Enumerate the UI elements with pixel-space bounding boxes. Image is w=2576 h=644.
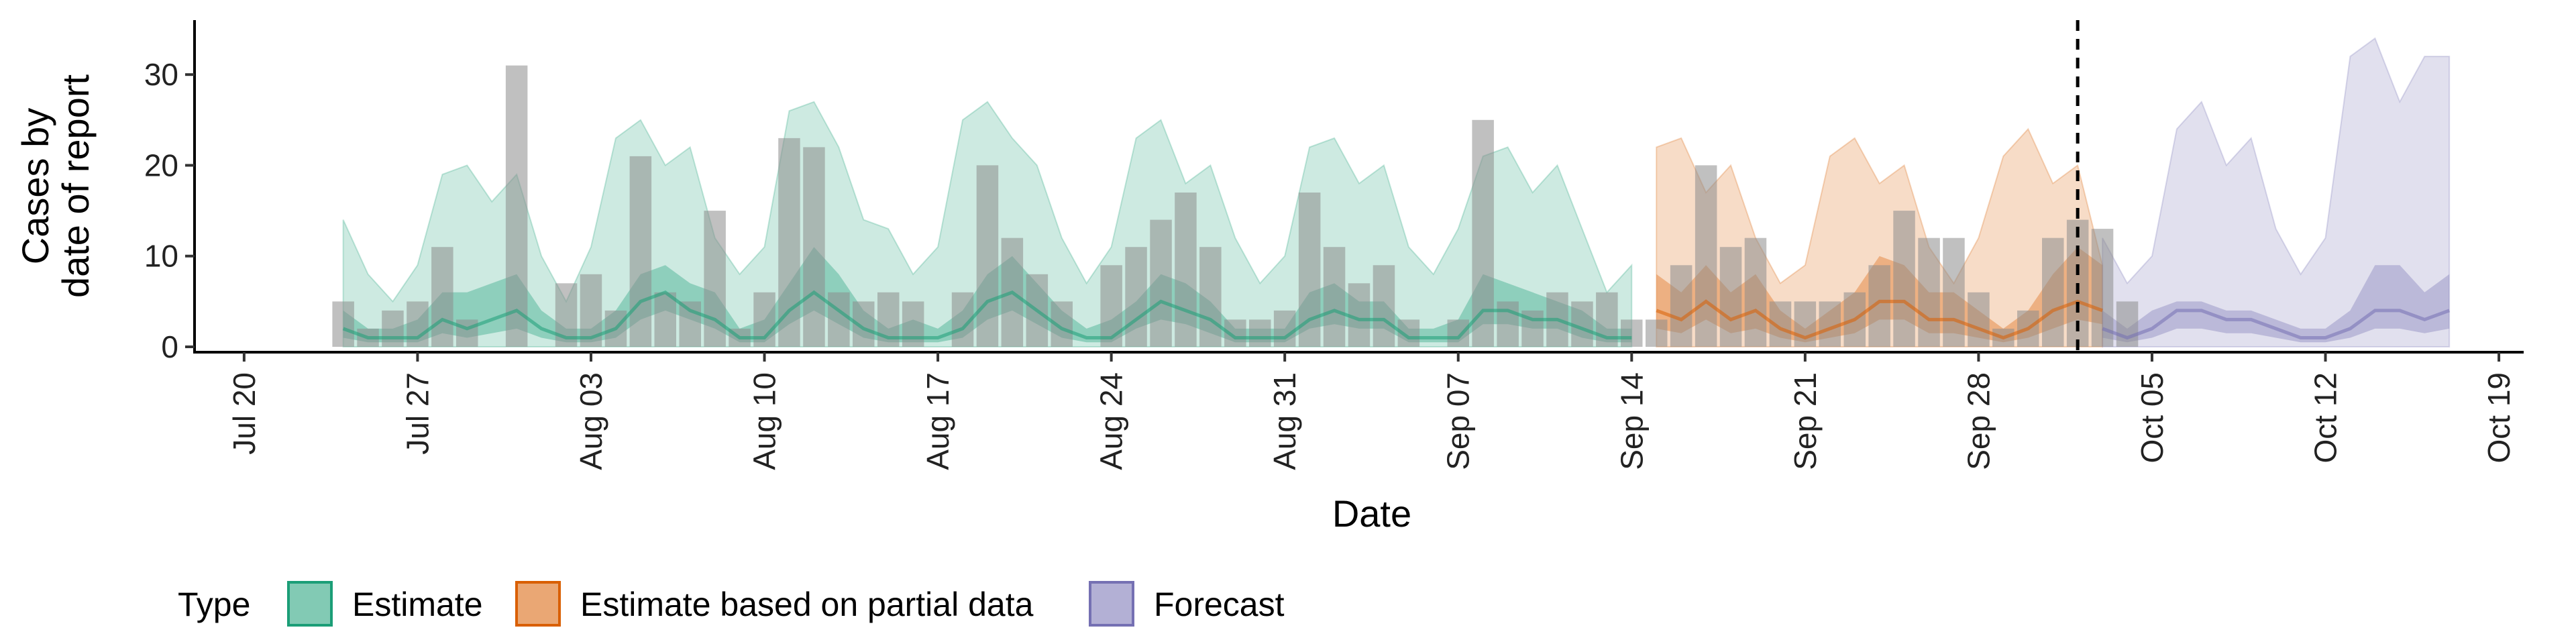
y-axis-title: Cases by xyxy=(14,108,56,264)
case-bar xyxy=(1719,247,1742,347)
case-bar xyxy=(1670,265,1693,347)
x-tick-label: Sep 07 xyxy=(1441,372,1476,470)
median-line-2 xyxy=(2102,309,2451,340)
legend-label: Estimate based on partial data xyxy=(580,586,1034,623)
case-bar xyxy=(1621,319,1643,347)
legend-swatch xyxy=(1089,581,1134,627)
x-tick-label: Sep 21 xyxy=(1788,372,1823,470)
case-bar xyxy=(1150,219,1172,347)
case-bar xyxy=(1646,319,1668,347)
case-bar xyxy=(1918,237,1940,347)
x-tick-label: Aug 17 xyxy=(920,372,955,470)
case-bar xyxy=(828,292,850,347)
y-tick-label: 20 xyxy=(144,148,178,182)
x-tick-label: Oct 12 xyxy=(2308,372,2343,464)
x-tick-label: Jul 20 xyxy=(227,372,262,455)
y-tick-label: 30 xyxy=(144,57,178,92)
x-axis-ticks: Jul 20 Jul 27 Aug 03 Aug 10 Aug 17 Aug 24 Aug … xyxy=(227,352,2516,470)
case-bar xyxy=(382,310,404,347)
median-lines xyxy=(342,290,2451,340)
case-bar xyxy=(1695,165,1717,347)
band-50-2 xyxy=(2102,265,2450,343)
case-bar xyxy=(654,292,676,347)
case-bar xyxy=(456,319,478,347)
x-tick-label: Sep 14 xyxy=(1614,372,1649,470)
y-axis-title-line-2-text: date of report xyxy=(54,74,97,299)
y-axis-ticks: 0 10 20 30 xyxy=(144,57,195,364)
x-axis-title: Date xyxy=(1332,492,1411,535)
case-bar xyxy=(1744,237,1767,347)
case-bar xyxy=(803,147,825,347)
y-axis-title-line-1: Cases by xyxy=(14,108,56,264)
legend-swatch xyxy=(287,581,333,627)
case-bar xyxy=(1794,301,1817,347)
case-bar xyxy=(1249,319,1271,347)
case-bar xyxy=(778,138,800,347)
x-tick-label: Aug 10 xyxy=(747,372,782,470)
case-bar xyxy=(1273,310,1296,347)
x-tick-label: Oct 05 xyxy=(2135,372,2169,464)
case-bar xyxy=(407,301,429,347)
median-line-0 xyxy=(342,290,1632,339)
case-bar xyxy=(431,247,453,347)
case-bar xyxy=(1199,247,1222,347)
legend-label: Forecast xyxy=(1154,586,1285,623)
case-bar xyxy=(629,156,652,347)
case-bar xyxy=(1893,211,1915,347)
case-bar xyxy=(1571,301,1593,347)
case-bar xyxy=(1447,319,1469,347)
reported-case-bars xyxy=(332,65,2139,347)
y-axis-title-line-2: date of report xyxy=(54,74,97,299)
case-bar xyxy=(1100,265,1122,347)
case-bar xyxy=(976,165,999,347)
y-tick-label: 0 xyxy=(161,329,178,364)
case-bar xyxy=(1819,301,1841,347)
x-tick-label: Aug 03 xyxy=(574,372,608,470)
x-tick-label: Aug 24 xyxy=(1094,372,1129,470)
band-90-2 xyxy=(2102,37,2451,347)
median-line-1 xyxy=(1656,299,2103,340)
x-tick-label: Sep 28 xyxy=(1961,372,1996,470)
x-tick-label: Oct 19 xyxy=(2481,372,2516,464)
legend: Type Estimate Estimate based on partial d… xyxy=(178,581,1285,627)
legend-label: Estimate xyxy=(352,586,483,623)
case-bar xyxy=(902,301,924,347)
legend-items: Estimate Estimate based on partial data Fo… xyxy=(287,581,1285,627)
case-bar xyxy=(505,65,528,347)
case-bar xyxy=(679,301,701,347)
case-bar xyxy=(1175,193,1197,347)
case-bar xyxy=(1497,301,1519,347)
case-bar xyxy=(332,301,354,347)
x-tick-label: Aug 31 xyxy=(1267,372,1302,470)
legend-title: Type xyxy=(178,586,250,623)
case-bar xyxy=(2091,229,2114,347)
case-bar xyxy=(1348,283,1371,347)
case-bar xyxy=(2116,301,2139,347)
case-bar xyxy=(1943,237,1965,347)
case-bar xyxy=(1373,265,1395,347)
case-bar xyxy=(2042,237,2064,347)
y-tick-label: 10 xyxy=(144,239,178,274)
legend-swatch xyxy=(515,581,561,627)
case-bar xyxy=(1125,247,1147,347)
case-bar xyxy=(1968,292,1990,347)
x-tick-label: Jul 27 xyxy=(400,372,435,455)
case-bar xyxy=(1323,247,1346,347)
